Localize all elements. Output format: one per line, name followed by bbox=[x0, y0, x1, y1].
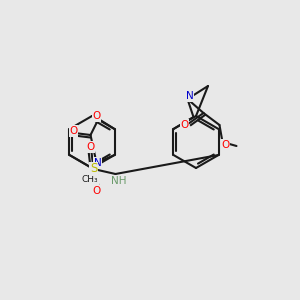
Text: O: O bbox=[92, 111, 101, 121]
Text: O: O bbox=[69, 126, 78, 136]
Text: O: O bbox=[86, 142, 94, 152]
Text: O: O bbox=[221, 140, 230, 150]
Text: S: S bbox=[90, 163, 97, 176]
Text: NH: NH bbox=[111, 176, 126, 186]
Text: O: O bbox=[180, 120, 189, 130]
Text: O: O bbox=[92, 186, 101, 196]
Text: N: N bbox=[94, 158, 101, 168]
Text: N: N bbox=[186, 91, 194, 101]
Text: CH₃: CH₃ bbox=[81, 176, 98, 184]
